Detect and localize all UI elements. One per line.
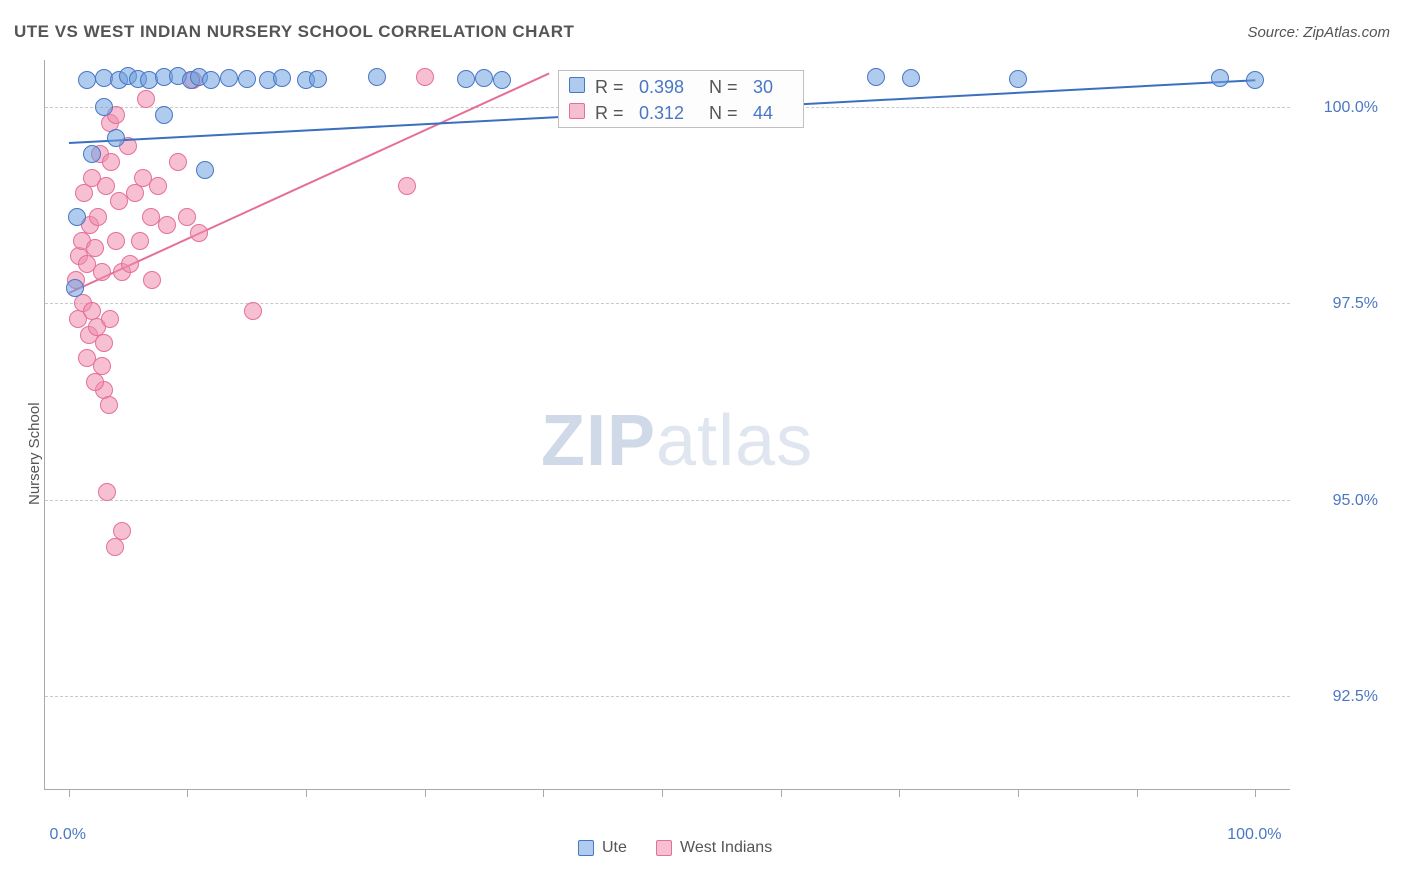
west-point xyxy=(178,208,196,226)
ute-point xyxy=(1009,70,1027,88)
ute-point xyxy=(78,71,96,89)
ute-point xyxy=(273,69,291,87)
west-point xyxy=(86,373,104,391)
west-point xyxy=(89,208,107,226)
ute-point xyxy=(457,70,475,88)
ute-legend-label: Ute xyxy=(602,839,627,857)
west-point xyxy=(398,177,416,195)
x-tick-mark xyxy=(69,789,70,797)
y-tick-label: 97.5% xyxy=(1308,295,1378,313)
ute-point xyxy=(196,161,214,179)
west-point xyxy=(110,192,128,210)
ute-point xyxy=(867,68,885,86)
ute-point xyxy=(368,68,386,86)
x-tick-mark xyxy=(899,789,900,797)
west-point xyxy=(142,208,160,226)
ute-n-value: 30 xyxy=(753,77,773,98)
chart-title: UTE VS WEST INDIAN NURSERY SCHOOL CORREL… xyxy=(14,22,574,42)
watermark-bold: ZIP xyxy=(541,401,656,481)
y-tick-label: 100.0% xyxy=(1308,99,1378,117)
ute-point xyxy=(238,70,256,88)
y-tick-label: 95.0% xyxy=(1308,492,1378,510)
x-tick-mark xyxy=(1255,789,1256,797)
r-label: R = xyxy=(595,103,624,124)
ute-point xyxy=(309,70,327,88)
west-point xyxy=(98,483,116,501)
west-point xyxy=(95,334,113,352)
gridline xyxy=(45,696,1290,697)
ute-point xyxy=(493,71,511,89)
ute-point xyxy=(83,145,101,163)
west-point xyxy=(190,224,208,242)
n-label: N = xyxy=(709,103,738,124)
ute-point xyxy=(220,69,238,87)
ute-point xyxy=(475,69,493,87)
west-point xyxy=(113,522,131,540)
west-point xyxy=(75,184,93,202)
west-point xyxy=(97,177,115,195)
y-axis-label: Nursery School xyxy=(26,402,43,505)
ute-point xyxy=(155,106,173,124)
ute-point xyxy=(95,98,113,116)
ute-point xyxy=(68,208,86,226)
r-label: R = xyxy=(595,77,624,98)
ute-point xyxy=(902,69,920,87)
ute-rn-chip xyxy=(569,77,585,93)
ute-point xyxy=(107,129,125,147)
west-point xyxy=(121,255,139,273)
west-rn-chip xyxy=(569,103,585,119)
x-tick-mark xyxy=(662,789,663,797)
source-label: Source: ZipAtlas.com xyxy=(1247,24,1390,41)
west-point xyxy=(101,310,119,328)
west-point xyxy=(244,302,262,320)
plot-area: ZIPatlas xyxy=(44,60,1290,790)
west-point xyxy=(416,68,434,86)
west-point xyxy=(137,90,155,108)
x-tick-mark xyxy=(187,789,188,797)
x-tick-mark xyxy=(1018,789,1019,797)
x-tick-mark xyxy=(425,789,426,797)
x-tick-label: 0.0% xyxy=(49,826,85,844)
west-point xyxy=(169,153,187,171)
gridline xyxy=(45,500,1290,501)
x-tick-mark xyxy=(1137,789,1138,797)
watermark-rest: atlas xyxy=(656,401,813,481)
west-point xyxy=(126,184,144,202)
west-point xyxy=(143,271,161,289)
west-legend-label: West Indians xyxy=(680,839,772,857)
ute-legend-chip xyxy=(578,840,594,856)
x-tick-label: 100.0% xyxy=(1227,826,1281,844)
west-point xyxy=(131,232,149,250)
y-tick-label: 92.5% xyxy=(1308,688,1378,706)
west-point xyxy=(100,396,118,414)
west-point xyxy=(106,538,124,556)
ute-point xyxy=(1211,69,1229,87)
west-r-value: 0.312 xyxy=(639,103,684,124)
west-legend-chip xyxy=(656,840,672,856)
west-n-value: 44 xyxy=(753,103,773,124)
x-tick-mark xyxy=(306,789,307,797)
x-tick-mark xyxy=(543,789,544,797)
west-point xyxy=(93,357,111,375)
n-label: N = xyxy=(709,77,738,98)
ute-point xyxy=(202,71,220,89)
west-point xyxy=(158,216,176,234)
rn-box: R = 0.398 N = 30 R = 0.312 N = 44 xyxy=(558,70,804,128)
ute-point xyxy=(1246,71,1264,89)
gridline xyxy=(45,303,1290,304)
ute-r-value: 0.398 xyxy=(639,77,684,98)
ute-point xyxy=(66,279,84,297)
west-point xyxy=(149,177,167,195)
west-point xyxy=(102,153,120,171)
west-point xyxy=(93,263,111,281)
west-point xyxy=(86,239,104,257)
west-point xyxy=(107,232,125,250)
x-tick-mark xyxy=(781,789,782,797)
watermark: ZIPatlas xyxy=(541,400,813,482)
